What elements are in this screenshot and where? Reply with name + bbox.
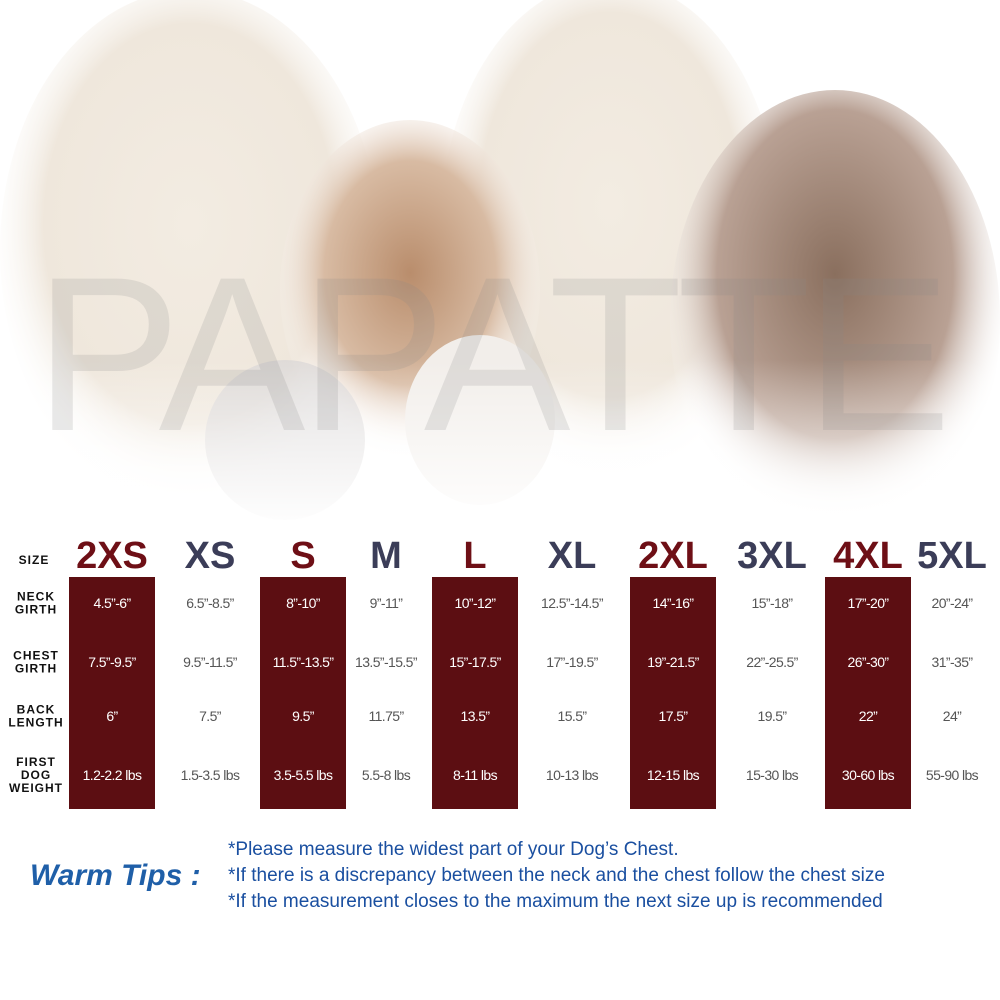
size-header: M	[370, 535, 402, 577]
size-value: 15”-17.5”	[449, 654, 501, 670]
size-value: 13.5”	[461, 708, 491, 724]
size-value: 17”-19.5”	[546, 654, 598, 670]
highlight-column	[825, 577, 911, 809]
size-value: 6.5”-8.5”	[186, 595, 234, 611]
size-header: XS	[185, 535, 236, 577]
dog-photo	[0, 0, 1000, 550]
tips-list: *Please measure the widest part of your …	[228, 839, 885, 912]
row-label: GIRTH	[15, 662, 57, 676]
size-value: 7.5”-9.5”	[88, 654, 136, 670]
size-value: 1.2-2.2 lbs	[83, 767, 142, 783]
row-label: GIRTH	[15, 603, 57, 617]
tip-line: *If there is a discrepancy between the n…	[228, 865, 885, 886]
size-value: 9.5”	[292, 708, 315, 724]
size-value: 9”-11”	[370, 595, 404, 611]
size-value: 11.75”	[368, 708, 404, 724]
size-value: 24”	[943, 708, 962, 724]
size-value: 4.5”-6”	[93, 595, 131, 611]
row-label: LENGTH	[8, 716, 63, 730]
size-header: XL	[548, 535, 597, 577]
highlight-column	[69, 577, 155, 809]
size-value: 15”-18”	[752, 595, 794, 611]
size-value: 12-15 lbs	[647, 767, 700, 783]
tip-line: *If the measurement closes to the maximu…	[228, 891, 883, 912]
highlight-column	[260, 577, 346, 809]
size-value: 10”-12”	[455, 595, 497, 611]
size-header: S	[290, 535, 315, 577]
tip-line: *Please measure the widest part of your …	[228, 839, 679, 860]
size-header: 5XL	[917, 535, 987, 577]
watermark: PAPATTE	[34, 231, 945, 477]
size-value: 14”-16”	[653, 595, 695, 611]
size-value: 1.5-3.5 lbs	[181, 767, 240, 783]
size-table: SIZENECKGIRTHCHESTGIRTHBACKLENGTHFIRSTDO…	[8, 535, 987, 809]
highlight-column	[432, 577, 518, 809]
size-value: 30-60 lbs	[842, 767, 895, 783]
row-label: FIRST	[16, 755, 56, 769]
size-value: 13.5”-15.5”	[355, 654, 418, 670]
size-value: 15-30 lbs	[746, 767, 799, 783]
size-value: 22”-25.5”	[746, 654, 798, 670]
size-header: 3XL	[737, 535, 807, 577]
size-value: 19.5”	[758, 708, 788, 724]
size-value: 8-11 lbs	[453, 767, 498, 783]
size-header: 2XL	[638, 535, 708, 577]
size-value: 10-13 lbs	[546, 767, 599, 783]
size-value: 31”-35”	[932, 654, 974, 670]
size-label: SIZE	[19, 553, 50, 567]
row-label: DOG	[21, 768, 51, 782]
row-label: BACK	[17, 703, 56, 717]
size-value: 5.5-8 lbs	[362, 767, 411, 783]
size-value: 22”	[859, 708, 878, 724]
row-label: NECK	[17, 590, 55, 604]
size-value: 17”-20”	[848, 595, 890, 611]
highlight-column	[630, 577, 716, 809]
size-value: 3.5-5.5 lbs	[274, 767, 333, 783]
size-value: 12.5”-14.5”	[541, 595, 604, 611]
size-value: 8”-10”	[286, 595, 321, 611]
size-value: 15.5”	[558, 708, 588, 724]
size-value: 55-90 lbs	[926, 767, 979, 783]
size-value: 11.5”-13.5”	[273, 654, 335, 670]
size-value: 6”	[106, 708, 118, 724]
tips-title: Warm Tips :	[30, 859, 201, 892]
size-value: 20”-24”	[932, 595, 974, 611]
size-value: 17.5”	[659, 708, 689, 724]
row-label: WEIGHT	[9, 781, 63, 795]
size-value: 26”-30”	[848, 654, 890, 670]
size-value: 7.5”	[199, 708, 222, 724]
size-header: L	[463, 535, 486, 577]
row-label: CHEST	[13, 649, 59, 663]
size-header: 4XL	[833, 535, 903, 577]
size-header: 2XS	[76, 535, 148, 577]
size-value: 9.5”-11.5”	[183, 654, 238, 670]
size-value: 19”-21.5”	[647, 654, 699, 670]
